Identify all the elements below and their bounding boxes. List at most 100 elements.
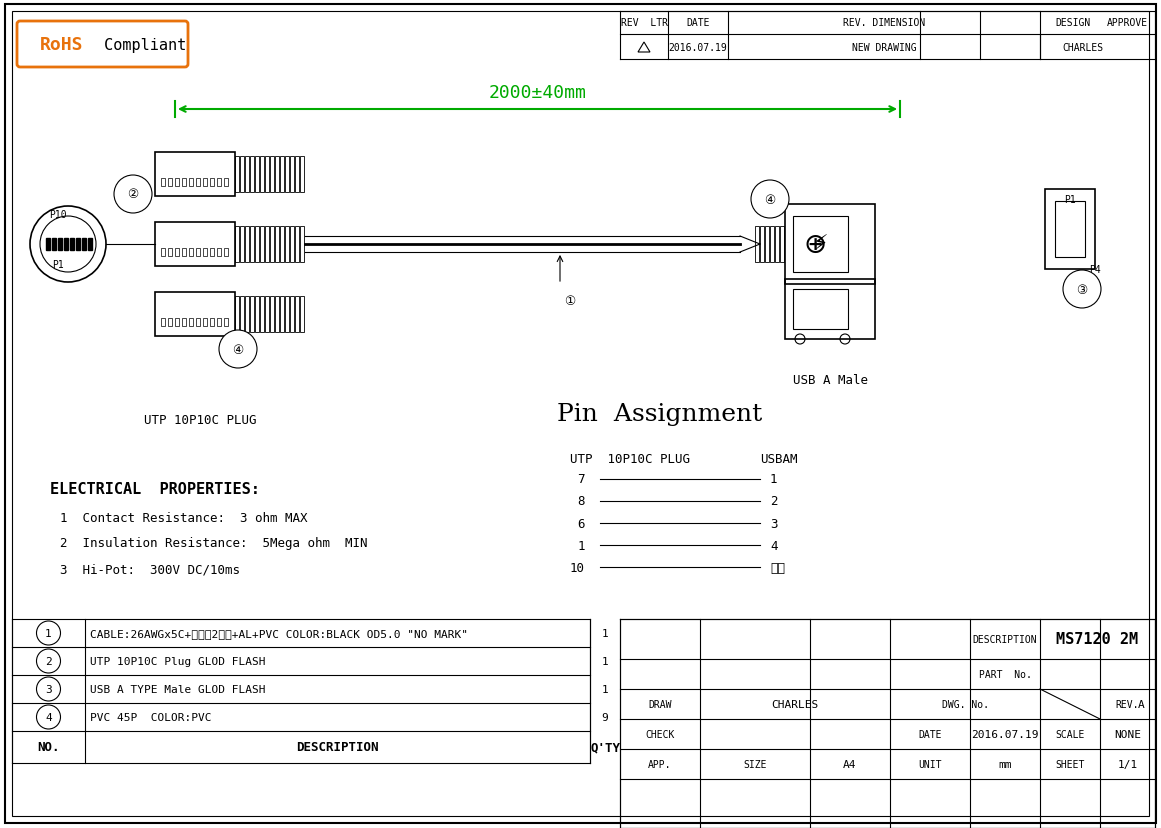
Bar (240, 156, 244, 193)
Bar (224, 319, 228, 326)
Text: 2  Insulation Resistance:  5Mega ohm  MIN: 2 Insulation Resistance: 5Mega ohm MIN (60, 537, 368, 550)
Text: CHARLES: CHARLES (1062, 43, 1103, 53)
Bar (275, 296, 279, 333)
Text: SHEET: SHEET (1055, 759, 1084, 769)
Text: DESCRIPTION: DESCRIPTION (973, 634, 1037, 644)
Bar (290, 156, 294, 193)
Bar (1045, 190, 1095, 270)
Bar (58, 238, 62, 251)
Bar (280, 156, 284, 193)
Bar (224, 179, 228, 187)
Bar (290, 227, 294, 262)
Text: PART  No.: PART No. (979, 669, 1031, 679)
Bar (260, 156, 264, 193)
Text: SIZE: SIZE (743, 759, 766, 769)
Text: DESIGN: DESIGN (1055, 18, 1090, 28)
Bar (260, 296, 264, 333)
Bar (245, 156, 248, 193)
Bar (75, 238, 80, 251)
Bar (203, 319, 207, 326)
Text: P1: P1 (52, 260, 64, 270)
Bar (785, 205, 875, 285)
Text: NEW DRAWING: NEW DRAWING (852, 43, 916, 53)
Text: UNIT: UNIT (918, 759, 942, 769)
Bar (189, 319, 193, 326)
Text: 8: 8 (577, 495, 585, 508)
Bar (755, 227, 759, 262)
Text: ⚡: ⚡ (813, 234, 828, 255)
Text: P10: P10 (49, 209, 67, 219)
Text: 1: 1 (45, 628, 52, 638)
Bar (70, 238, 74, 251)
Bar (793, 217, 848, 272)
Bar (168, 179, 172, 187)
Bar (250, 296, 254, 333)
Text: UTP 10P10C Plug GLOD FLASH: UTP 10P10C Plug GLOD FLASH (91, 657, 266, 667)
Text: CHARLES: CHARLES (771, 699, 819, 709)
Text: ④: ④ (232, 343, 244, 356)
Bar (265, 296, 269, 333)
Text: 2016.07.19: 2016.07.19 (669, 43, 728, 53)
Bar (168, 319, 172, 326)
Bar (250, 156, 254, 193)
Bar (271, 156, 274, 193)
Text: RoHS: RoHS (39, 36, 84, 54)
Bar (175, 179, 179, 187)
Bar (250, 227, 254, 262)
Bar (1055, 202, 1086, 258)
Bar (780, 227, 784, 262)
Bar (275, 156, 279, 193)
Bar (88, 238, 92, 251)
Text: 2: 2 (45, 657, 52, 667)
Bar (275, 227, 279, 262)
Bar (196, 319, 200, 326)
Bar (175, 319, 179, 326)
Bar (168, 248, 172, 257)
Text: 1: 1 (770, 473, 778, 486)
Text: REV.: REV. (1116, 699, 1139, 709)
Text: A: A (1138, 699, 1145, 709)
Text: 4: 4 (45, 712, 52, 722)
Text: 9: 9 (601, 712, 608, 722)
Text: MS7120 2M: MS7120 2M (1057, 632, 1139, 647)
Text: USB A Male: USB A Male (793, 373, 867, 386)
Bar (765, 227, 769, 262)
Text: USB A TYPE Male GLOD FLASH: USB A TYPE Male GLOD FLASH (91, 684, 266, 694)
Bar (235, 156, 239, 193)
Bar (64, 238, 68, 251)
Bar (245, 296, 248, 333)
Text: DWG. No.: DWG. No. (942, 699, 988, 709)
Text: PVC 45P  COLOR:PVC: PVC 45P COLOR:PVC (91, 712, 211, 722)
Bar (196, 179, 200, 187)
Text: APPROVE: APPROVE (1106, 18, 1148, 28)
Text: DATE: DATE (918, 729, 942, 739)
Bar (235, 227, 239, 262)
Bar (255, 227, 259, 262)
Text: DESCRIPTION: DESCRIPTION (296, 740, 378, 753)
Bar (182, 319, 186, 326)
Bar (280, 296, 284, 333)
Text: 2000±40mm: 2000±40mm (489, 84, 586, 102)
Bar (210, 319, 214, 326)
Bar (255, 296, 259, 333)
Text: Q'TY: Q'TY (590, 740, 620, 753)
Text: SCALE: SCALE (1055, 729, 1084, 739)
Bar (161, 319, 165, 326)
Text: 鐵壳: 鐵壳 (770, 561, 785, 574)
Text: REV  LTR: REV LTR (620, 18, 668, 28)
Bar (284, 227, 289, 262)
Bar (785, 280, 875, 339)
Text: 1/1: 1/1 (1117, 759, 1138, 769)
Text: ⊕: ⊕ (803, 231, 827, 258)
Bar (46, 238, 50, 251)
Text: 4: 4 (770, 539, 778, 551)
Bar (284, 156, 289, 193)
Text: USBAM: USBAM (760, 453, 798, 466)
Bar (271, 227, 274, 262)
Text: ③: ③ (1076, 283, 1088, 296)
Text: P1: P1 (1065, 195, 1076, 205)
Text: CHECK: CHECK (646, 729, 675, 739)
Text: 1: 1 (577, 539, 585, 551)
Bar (255, 156, 259, 193)
Text: 2016.07.19: 2016.07.19 (972, 729, 1039, 739)
